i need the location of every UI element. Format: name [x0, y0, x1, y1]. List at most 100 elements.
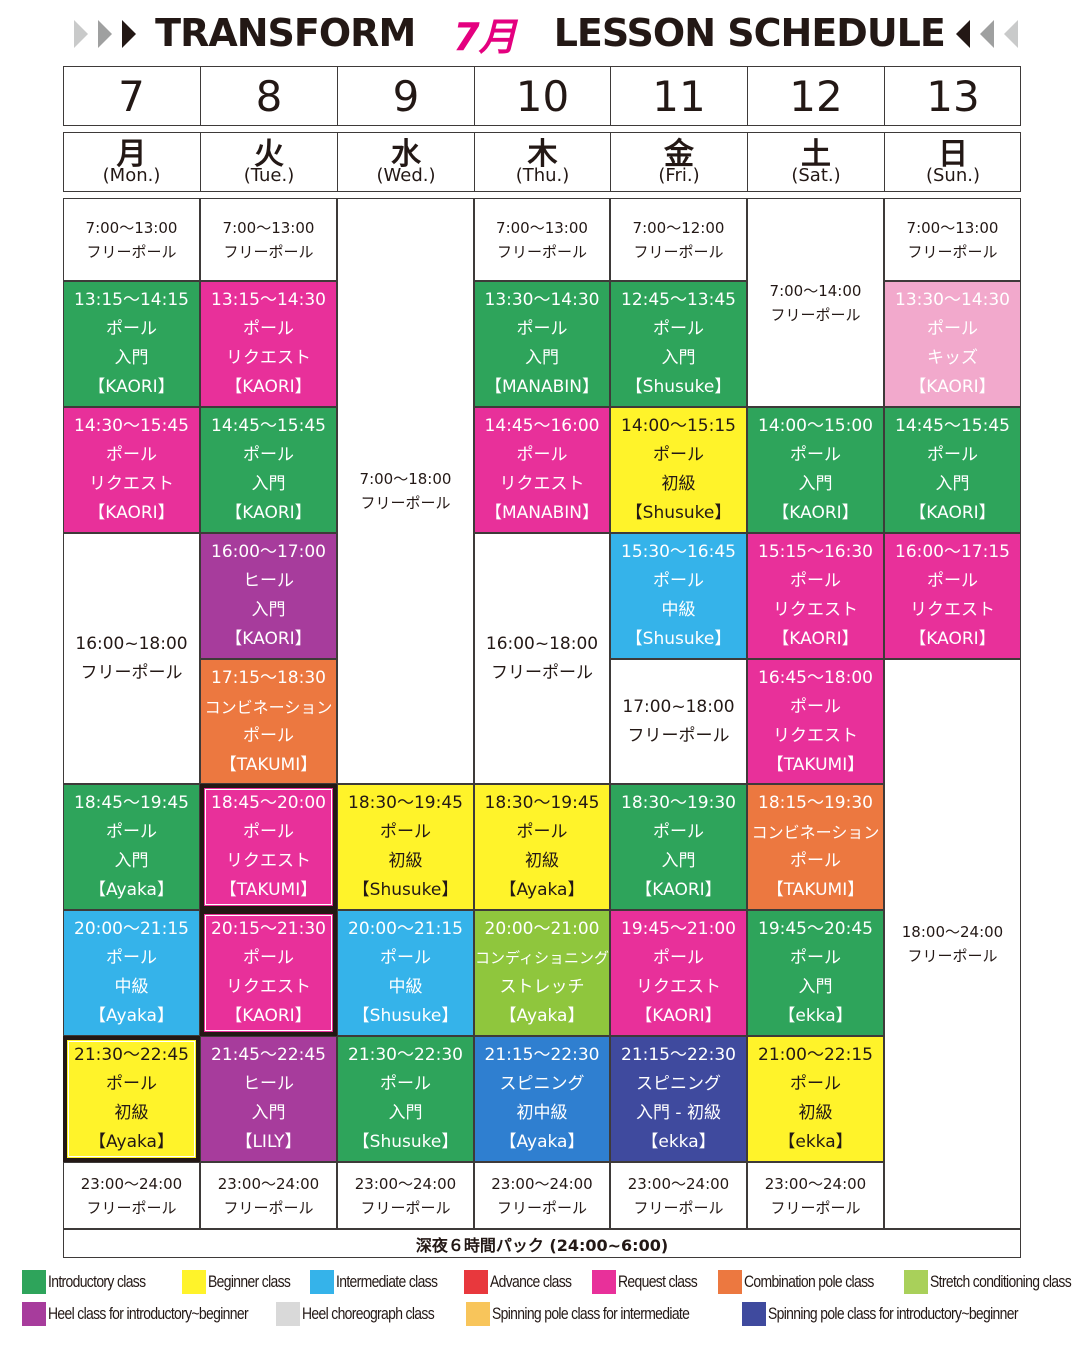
lesson-cell[interactable]: 7:00〜14:00 フリーポール — [747, 198, 884, 407]
lesson-cell[interactable]: 23:00〜24:00 フリーポール — [610, 1162, 747, 1229]
lesson-time: 23:00〜24:00 — [217, 1174, 320, 1193]
lesson-category: ポール — [516, 822, 568, 842]
lesson-level: リクエスト — [499, 474, 585, 494]
lesson-cell[interactable]: 21:00〜22:15 ポール 初級 【ekka】 — [747, 1036, 884, 1162]
month-title: 7月 — [453, 14, 516, 59]
lesson-cell[interactable]: 23:00〜24:00 フリーポール — [337, 1162, 474, 1229]
lesson-cell[interactable]: 23:00〜24:00 フリーポール — [63, 1162, 200, 1229]
date-sun: 13 — [884, 66, 1021, 126]
legend-label: Request class — [618, 1272, 698, 1291]
lesson-cell[interactable]: 21:30〜22:30 ポール 入門 【Shusuke】 — [337, 1036, 474, 1162]
lesson-cell[interactable]: 14:30〜15:45 ポール リクエスト 【KAORI】 — [63, 407, 200, 533]
lesson-cell[interactable]: 7:00〜13:00 フリーポール — [884, 198, 1021, 281]
lesson-cell[interactable]: 17:00~18:00 フリーポール — [610, 659, 747, 784]
lesson-cell[interactable]: 23:00〜24:00 フリーポール — [474, 1162, 610, 1229]
lesson-cell[interactable]: 16:00〜17:15 ポール リクエスト 【KAORI】 — [884, 533, 1021, 659]
legend-label: Introductory class — [48, 1272, 146, 1291]
lesson-cell[interactable]: 18:45〜20:00 ポール リクエスト 【TAKUMI】 — [200, 784, 337, 910]
lesson-cell[interactable]: 18:30〜19:30 ポール 入門 【KAORI】 — [610, 784, 747, 910]
lesson-cell[interactable]: 23:00〜24:00 フリーポール — [200, 1162, 337, 1229]
lesson-cell[interactable]: 7:00〜18:00 フリーポール — [337, 198, 474, 784]
lesson-cell[interactable]: 18:30〜19:45 ポール 初級 【Shusuke】 — [337, 784, 474, 910]
legend-label: Heel class for introductory~beginner — [48, 1304, 249, 1323]
lesson-name: フリーポール — [633, 1198, 724, 1217]
lesson-cell[interactable]: 14:45〜15:45 ポール 入門 【KAORI】 — [884, 407, 1021, 533]
lesson-cell[interactable]: 18:30〜19:45 ポール 初級 【Ayaka】 — [474, 784, 610, 910]
lesson-time: 13:30〜14:30 — [895, 290, 1010, 310]
lesson-level: 入門 — [798, 977, 833, 997]
lesson-teacher: 【KAORI】 — [225, 503, 312, 523]
lesson-level: 入門 — [114, 851, 149, 871]
lesson-level: リクエスト — [226, 977, 311, 997]
lesson-cell[interactable]: 19:45〜21:00 ポール リクエスト 【KAORI】 — [610, 910, 747, 1036]
lesson-cell[interactable]: 13:30〜14:30 ポール 入門 【MANABIN】 — [474, 281, 610, 407]
lesson-cell[interactable]: 7:00〜13:00 フリーポール — [63, 198, 200, 281]
lesson-time: 20:00〜21:15 — [348, 919, 463, 939]
lesson-cell[interactable]: 21:45〜22:45 ヒール 入門 【LILY】 — [200, 1036, 337, 1162]
lesson-cell[interactable]: 14:45〜16:00 ポール リクエスト 【MANABIN】 — [474, 407, 610, 533]
weekday-kanji: 木 — [527, 136, 558, 172]
weekday-kanji: 土 — [801, 136, 831, 172]
lesson-cell[interactable]: 16:00~18:00 フリーポール — [474, 533, 610, 784]
lesson-level: 入門 — [525, 348, 559, 368]
lesson-name: フリーポール — [491, 662, 593, 683]
lesson-cell[interactable]: 23:00〜24:00 フリーポール — [747, 1162, 884, 1229]
lesson-cell[interactable]: 16:45〜18:00 ポール リクエスト 【TAKUMI】 — [747, 659, 884, 784]
title-bar: TRANSFORM 7月 LESSON SCHEDULE — [0, 0, 1080, 62]
weekday-tue: 火 (Tue.) — [200, 132, 337, 192]
lesson-category: コンビネーション — [751, 823, 880, 842]
lesson-time: 23:00〜24:00 — [354, 1174, 457, 1193]
lesson-cell[interactable]: 13:15〜14:30 ポール リクエスト 【KAORI】 — [200, 281, 337, 407]
legend-item: Intermediate class — [310, 1270, 460, 1294]
legend-swatch — [464, 1270, 488, 1294]
lesson-time: 12:45〜13:45 — [621, 290, 736, 310]
lesson-cell[interactable]: 16:00~18:00 フリーポール — [63, 533, 200, 784]
lesson-level: 初中級 — [516, 1103, 568, 1123]
weekday-mon: 月 (Mon.) — [63, 132, 200, 192]
lesson-cell[interactable]: 7:00〜12:00 フリーポール — [610, 198, 747, 281]
lesson-cell[interactable]: 21:15〜22:30 スピニング 入門 - 初級 【ekka】 — [610, 1036, 747, 1162]
lesson-cell[interactable]: 12:45〜13:45 ポール 入門 【Shusuke】 — [610, 281, 747, 407]
lesson-cell[interactable]: 16:00〜17:00 ヒール 入門 【KAORI】 — [200, 533, 337, 659]
lesson-cell[interactable]: 14:00〜15:15 ポール 初級 【Shusuke】 — [610, 407, 747, 533]
lesson-category: ポール — [243, 822, 294, 842]
lesson-cell[interactable]: 15:30〜16:45 ポール 中級 【Shusuke】 — [610, 533, 747, 659]
lesson-cell[interactable]: 15:15〜16:30 ポール リクエスト 【KAORI】 — [747, 533, 884, 659]
lesson-time: 13:15〜14:15 — [74, 290, 189, 310]
lesson-category: ポール — [516, 445, 568, 465]
lesson-cell[interactable]: 13:15〜14:15 ポール 入門 【KAORI】 — [63, 281, 200, 407]
lesson-teacher: 【KAORI】 — [909, 503, 996, 523]
lesson-name: フリーポール — [633, 242, 724, 261]
lesson-level: 初級 — [114, 1103, 149, 1123]
lesson-cell[interactable]: 20:00〜21:00 コンディショニング ストレッチ 【Ayaka】 — [474, 910, 610, 1036]
lesson-name: フリーポール — [86, 242, 177, 261]
legend-item: Request class — [592, 1270, 714, 1294]
lesson-cell[interactable]: 17:15〜18:30 コンビネーション ポール 【TAKUMI】 — [200, 659, 337, 784]
lesson-category: ポール — [243, 445, 294, 465]
lesson-name: フリーポール — [360, 494, 451, 512]
lesson-cell[interactable]: 7:00〜13:00 フリーポール — [474, 198, 610, 281]
lesson-cell[interactable]: 18:45〜19:45 ポール 入門 【Ayaka】 — [63, 784, 200, 910]
lesson-cell[interactable]: 18:15〜19:30 コンビネーション ポール 【TAKUMI】 — [747, 784, 884, 910]
lesson-cell[interactable]: 20:00〜21:15 ポール 中級 【Shusuke】 — [337, 910, 474, 1036]
lesson-time: 21:15〜22:30 — [621, 1045, 736, 1065]
legend-swatch — [742, 1302, 766, 1326]
lesson-cell[interactable]: 21:30〜22:45 ポール 初級 【Ayaka】 — [63, 1036, 200, 1162]
lesson-cell[interactable]: 14:45〜15:45 ポール 入門 【KAORI】 — [200, 407, 337, 533]
lesson-cell[interactable]: 18:00〜24:00 フリーポール — [884, 659, 1021, 1229]
lesson-category: ポール — [790, 571, 841, 591]
lesson-cell[interactable]: 19:45〜20:45 ポール 入門 【ekka】 — [747, 910, 884, 1036]
lesson-cell[interactable]: 20:00〜21:15 ポール 中級 【Ayaka】 — [63, 910, 200, 1036]
lesson-cell[interactable]: 21:15〜22:30 スピニング 初中級 【Ayaka】 — [474, 1036, 610, 1162]
weekday-eng: (Mon.) — [102, 164, 161, 186]
lesson-category: ポール — [927, 445, 978, 465]
lesson-time: 21:30〜22:45 — [74, 1045, 189, 1065]
lesson-name: フリーポール — [80, 662, 183, 683]
lesson-cell[interactable]: 13:30〜14:30 ポール キッズ 【KAORI】 — [884, 281, 1021, 407]
lesson-time: 16:00〜17:00 — [211, 542, 326, 562]
lesson-cell[interactable]: 20:15〜21:30 ポール リクエスト 【KAORI】 — [200, 910, 337, 1036]
lesson-cell[interactable]: 14:00〜15:00 ポール 入門 【KAORI】 — [747, 407, 884, 533]
lesson-cell[interactable]: 7:00〜13:00 フリーポール — [200, 198, 337, 281]
legend-item: Beginner class — [182, 1270, 306, 1294]
lesson-category: ポール — [106, 445, 157, 465]
